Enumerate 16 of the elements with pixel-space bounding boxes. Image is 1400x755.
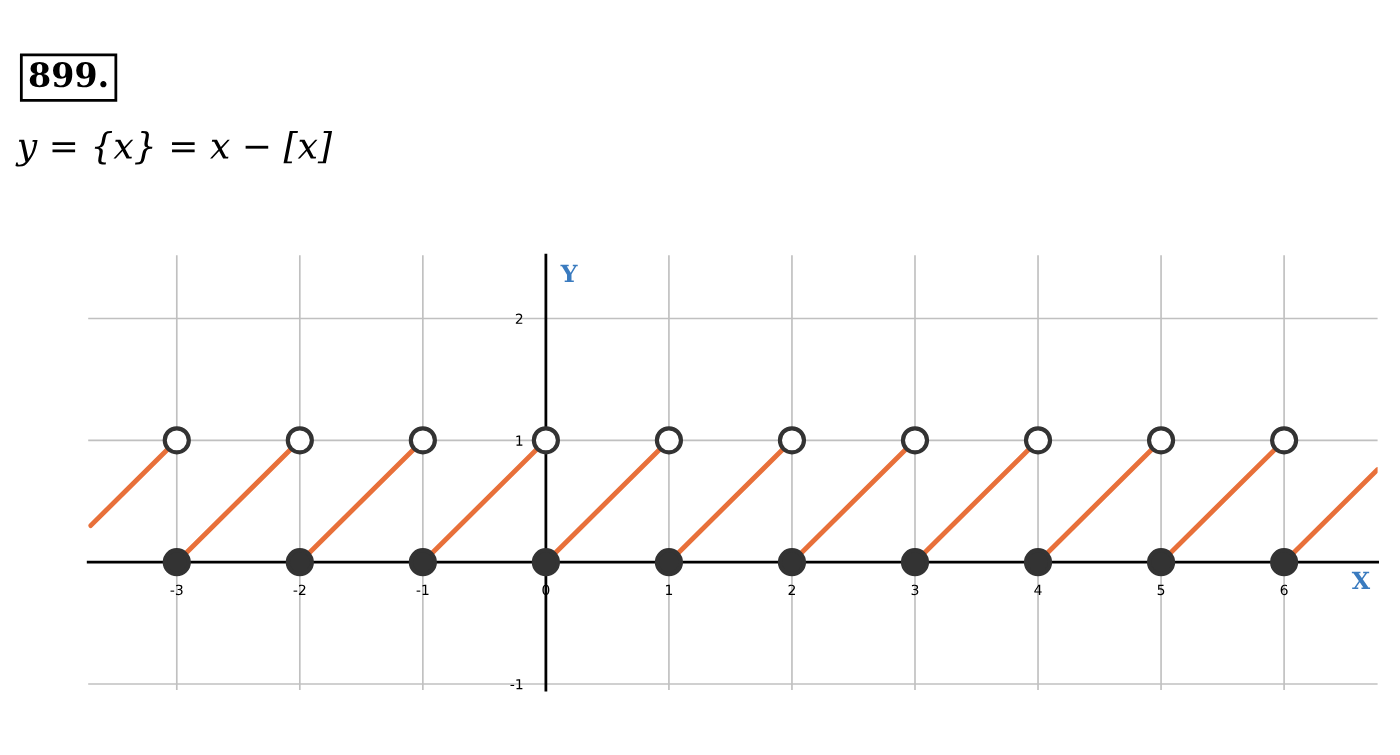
x-tick-label: -2 — [293, 584, 306, 595]
x-tick-label: -3 — [170, 584, 183, 596]
y-tick-label: -1 — [510, 679, 523, 690]
chart-title: 899. — [29, 62, 107, 88]
x-tick-label: 3 — [911, 584, 919, 596]
x-tick-label: -1 — [416, 584, 429, 595]
y-axis-title: Y — [560, 264, 578, 282]
x-axis-title: X — [1351, 571, 1371, 589]
x-tick-label: 5 — [1157, 584, 1165, 596]
y-tick-label: 2 — [515, 313, 523, 324]
x-tick-label: 1 — [666, 584, 673, 595]
x-tick-label: 4 — [1034, 584, 1042, 595]
y-tick-label: 1 — [516, 435, 523, 446]
x-tick-label: 2 — [788, 584, 795, 595]
x-tick-label: 6 — [1280, 584, 1288, 596]
chart-subtitle: y = {x} = x − [x] — [15, 131, 333, 167]
